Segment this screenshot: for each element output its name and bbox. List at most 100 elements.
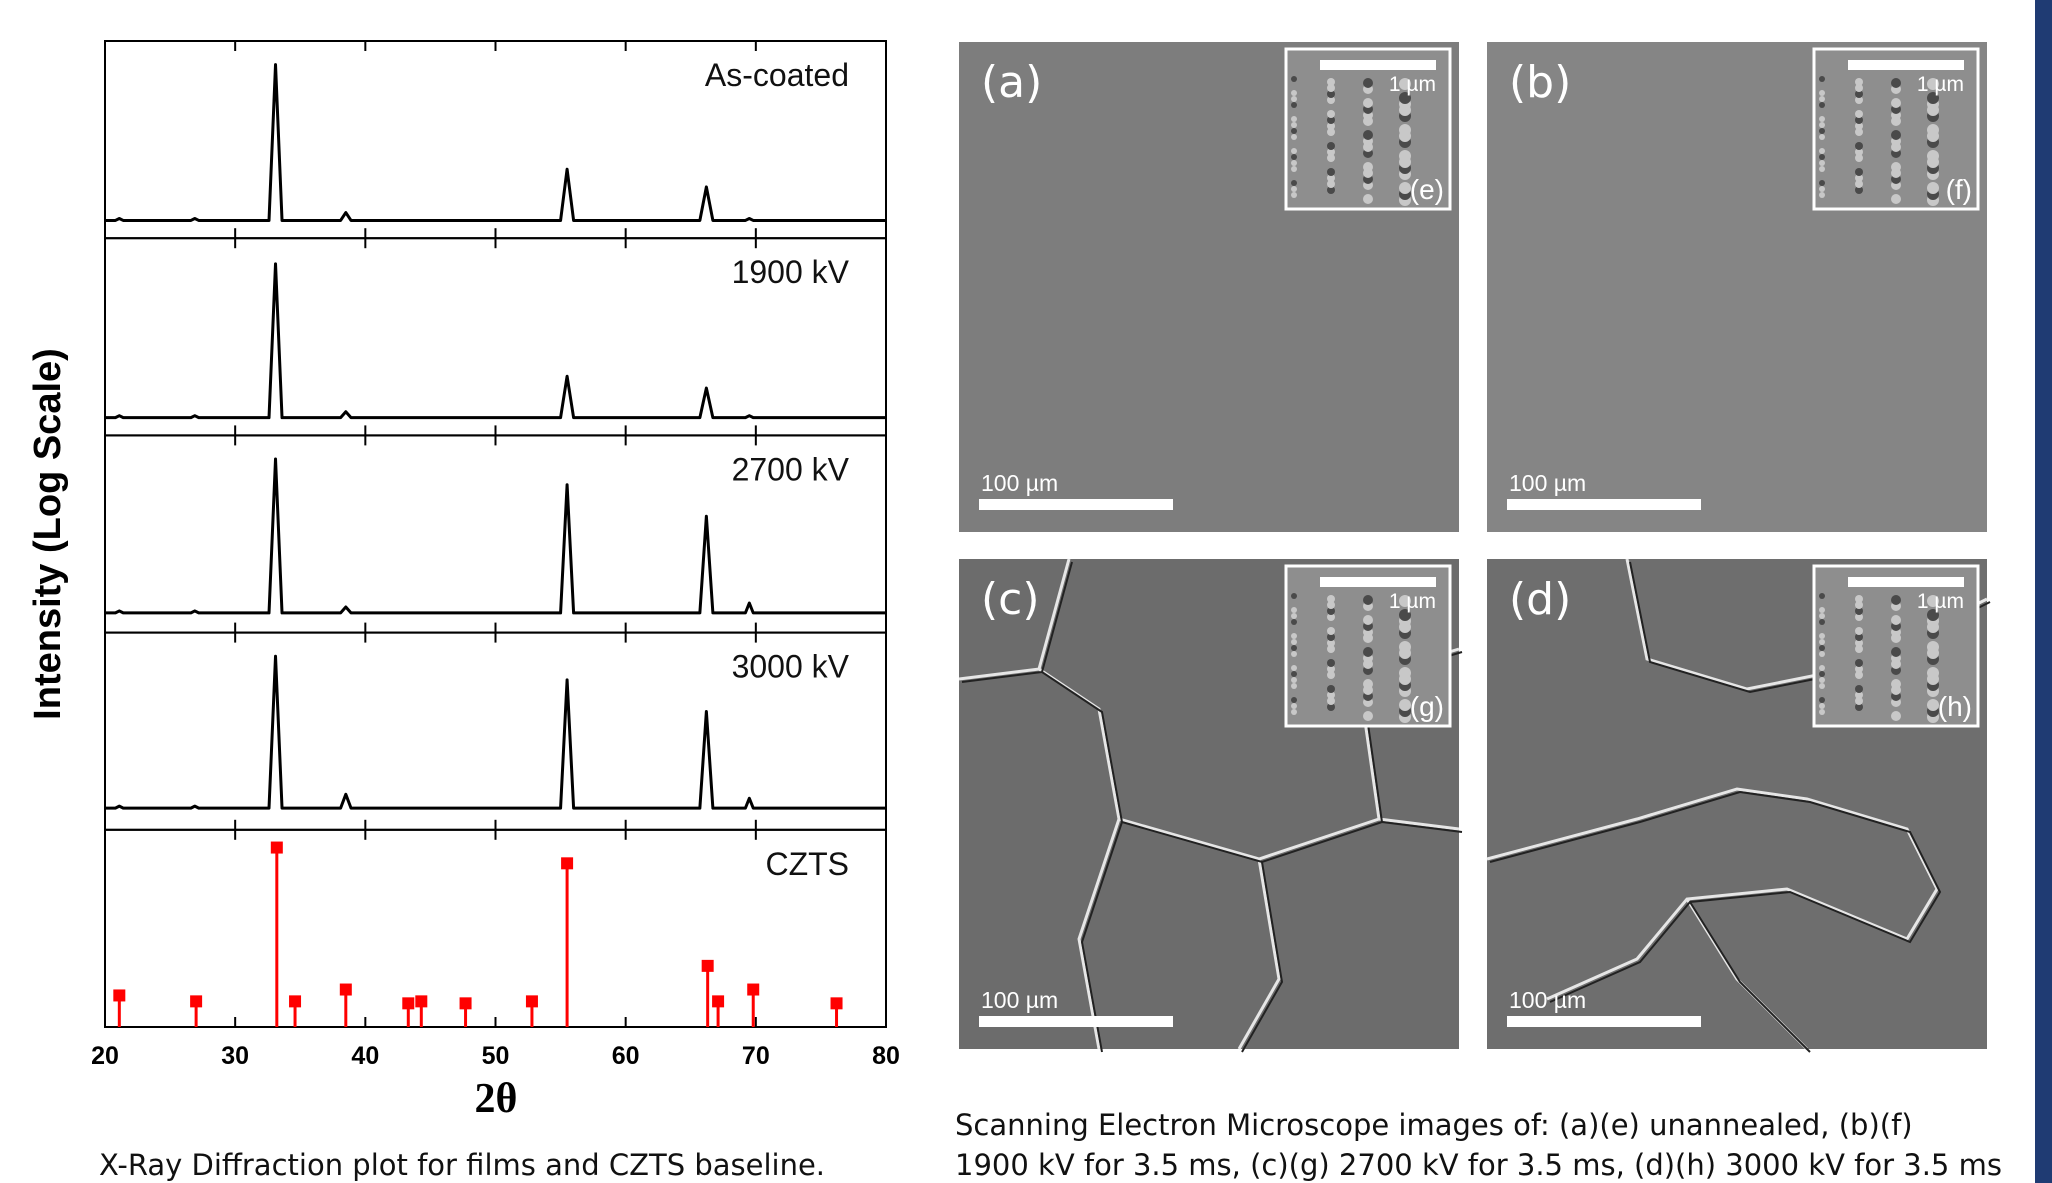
inset-grain xyxy=(1363,130,1373,140)
inset-grain xyxy=(1399,150,1411,162)
inset-scale-label: 1 µm xyxy=(1389,73,1436,96)
inset-grain xyxy=(1891,711,1901,721)
inset-scale-bar xyxy=(1848,577,1964,587)
inset-grain xyxy=(1855,691,1863,699)
inset-grain xyxy=(1819,122,1825,128)
inset-grain xyxy=(1327,96,1335,104)
stem-marker xyxy=(190,995,203,1008)
inset-grain xyxy=(1363,647,1373,657)
inset-grain xyxy=(1327,639,1335,647)
inset-grain xyxy=(1327,174,1335,182)
inset-label: (g) xyxy=(1410,691,1444,722)
inset-grain xyxy=(1855,595,1863,603)
inset-grain xyxy=(1399,124,1411,136)
inset-grain xyxy=(1927,92,1939,104)
x-tick-label: 60 xyxy=(612,1042,640,1070)
inset-grain xyxy=(1399,667,1411,679)
scale-bar xyxy=(1507,1016,1701,1027)
inset-grain xyxy=(1327,142,1335,150)
inset-grain xyxy=(1855,685,1863,693)
sem-caption-line: 1900 kV for 3.5 ms, (c)(g) 2700 kV for 3… xyxy=(955,1148,2002,1182)
inset-grain xyxy=(1399,609,1411,621)
inset-grain xyxy=(1855,613,1863,621)
inset-grain xyxy=(1819,633,1825,639)
inset-grain xyxy=(1327,697,1335,705)
x-tick-label: 70 xyxy=(742,1042,770,1070)
inset-grain xyxy=(1819,671,1825,677)
stem-marker xyxy=(747,983,760,996)
scale-bar xyxy=(1507,499,1701,510)
inset-grain xyxy=(1819,148,1825,154)
inset-grain xyxy=(1291,148,1297,154)
inset-grain xyxy=(1855,148,1863,156)
sem-caption-line: Scanning Electron Microscope images of: … xyxy=(955,1108,1913,1142)
inset-grain xyxy=(1291,122,1297,128)
panel-label: CZTS xyxy=(765,846,849,882)
inset-grain xyxy=(1291,683,1297,689)
inset-grain xyxy=(1291,665,1297,671)
inset-grain xyxy=(1891,78,1901,88)
sem-panel-label: (b) xyxy=(1509,57,1571,108)
inset-grain xyxy=(1327,180,1335,188)
inset-grain xyxy=(1327,128,1335,136)
inset-scale-label: 1 µm xyxy=(1917,590,1964,613)
inset-grain xyxy=(1891,615,1901,625)
stem-marker xyxy=(712,995,725,1008)
inset-grain xyxy=(1819,619,1825,625)
inset-grain xyxy=(1819,90,1825,96)
inset-grain xyxy=(1891,647,1901,657)
inset-grain xyxy=(1819,76,1825,82)
inset-grain xyxy=(1327,116,1335,124)
inset-grain xyxy=(1291,639,1297,645)
inset-grain xyxy=(1327,691,1335,699)
inset-scale-bar xyxy=(1848,60,1964,70)
inset-grain xyxy=(1291,166,1297,172)
inset-grain xyxy=(1363,595,1373,605)
inset-scale-label: 1 µm xyxy=(1389,590,1436,613)
xrd-trace xyxy=(105,63,886,222)
inset-grain xyxy=(1363,98,1373,108)
inset-grain xyxy=(1291,128,1297,134)
x-tick-label: 30 xyxy=(221,1042,249,1070)
inset-grain xyxy=(1855,174,1863,182)
inset-grain xyxy=(1399,641,1411,653)
inset-grain xyxy=(1819,645,1825,651)
stem-marker xyxy=(270,841,283,854)
inset-grain xyxy=(1291,651,1297,657)
inset-scale-bar xyxy=(1320,60,1436,70)
chart-caption: X-Ray Diffraction plot for films and CZT… xyxy=(99,1148,825,1182)
inset-grain xyxy=(1891,194,1901,204)
inset-grain xyxy=(1327,703,1335,711)
inset-grain xyxy=(1927,182,1939,194)
inset-grain xyxy=(1291,154,1297,160)
inset-grain xyxy=(1855,665,1863,673)
inset-grain xyxy=(1327,154,1335,162)
inset-grain xyxy=(1819,180,1825,186)
inset-grain xyxy=(1819,709,1825,715)
inset-grain xyxy=(1855,96,1863,104)
inset-grain xyxy=(1819,102,1825,108)
inset-grain xyxy=(1291,607,1297,613)
stem-marker xyxy=(830,997,843,1010)
inset-grain xyxy=(1819,639,1825,645)
sem-crack xyxy=(958,558,1460,1050)
inset-grain xyxy=(1855,84,1863,92)
x-tick-label: 20 xyxy=(91,1042,119,1070)
inset-grain xyxy=(1291,633,1297,639)
inset-grain xyxy=(1291,102,1297,108)
inset-grain xyxy=(1855,703,1863,711)
inset-grain xyxy=(1819,665,1825,671)
x-tick-label: 40 xyxy=(351,1042,379,1070)
inset-grain xyxy=(1855,186,1863,194)
inset-grain xyxy=(1819,116,1825,122)
inset-grain xyxy=(1363,194,1373,204)
inset-grain xyxy=(1327,78,1335,86)
inset-grain xyxy=(1399,182,1411,194)
inset-grain xyxy=(1327,633,1335,641)
inset-grain xyxy=(1819,697,1825,703)
inset-grain xyxy=(1927,150,1939,162)
inset-grain xyxy=(1819,160,1825,166)
inset-grain xyxy=(1327,595,1335,603)
inset-grain xyxy=(1363,679,1373,689)
